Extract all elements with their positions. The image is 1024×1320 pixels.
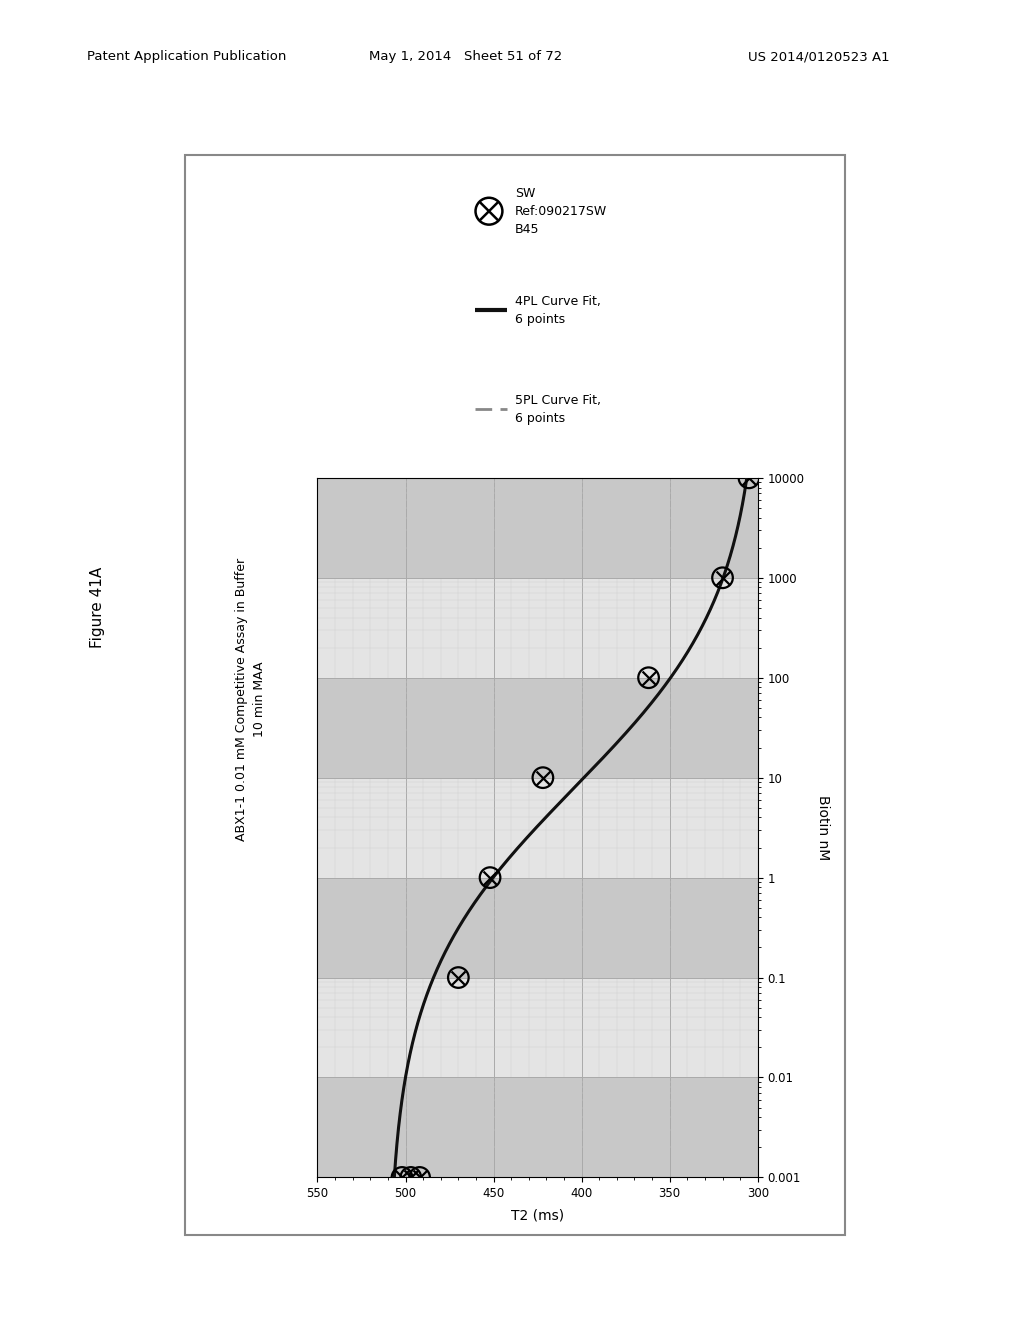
Text: Figure 41A: Figure 41A xyxy=(90,566,104,648)
Point xyxy=(402,1167,419,1188)
Text: May 1, 2014   Sheet 51 of 72: May 1, 2014 Sheet 51 of 72 xyxy=(369,50,562,63)
Text: 4PL Curve Fit,
6 points: 4PL Curve Fit, 6 points xyxy=(515,294,601,326)
Point xyxy=(482,867,499,888)
Point xyxy=(394,1167,411,1188)
Point xyxy=(412,1167,428,1188)
Point xyxy=(640,667,656,688)
Text: US 2014/0120523 A1: US 2014/0120523 A1 xyxy=(748,50,889,63)
Point xyxy=(451,968,467,989)
Text: Patent Application Publication: Patent Application Publication xyxy=(87,50,287,63)
Point xyxy=(535,767,551,788)
Point xyxy=(482,867,499,888)
Point xyxy=(715,568,731,589)
Bar xyxy=(317,777,758,878)
Y-axis label: Biotin nM: Biotin nM xyxy=(815,795,829,861)
Point xyxy=(535,767,551,788)
Bar xyxy=(317,878,758,978)
Bar xyxy=(317,478,758,578)
Point xyxy=(402,1167,419,1188)
Bar xyxy=(317,978,758,1077)
Bar xyxy=(317,578,758,677)
Point xyxy=(394,1167,411,1188)
X-axis label: T2 (ms): T2 (ms) xyxy=(511,1209,564,1222)
Point xyxy=(740,467,757,488)
Point xyxy=(740,467,757,488)
Point xyxy=(412,1167,428,1188)
Point xyxy=(715,568,731,589)
Text: ABX1-1 0.01 mM Competitive Assay in Buffer
10 min MAA: ABX1-1 0.01 mM Competitive Assay in Buff… xyxy=(236,558,266,841)
Text: SW
Ref:090217SW
B45: SW Ref:090217SW B45 xyxy=(515,186,607,236)
Point xyxy=(640,667,656,688)
Point xyxy=(451,968,467,989)
Text: 5PL Curve Fit,
6 points: 5PL Curve Fit, 6 points xyxy=(515,393,601,425)
Bar xyxy=(317,1077,758,1177)
Bar xyxy=(317,677,758,777)
